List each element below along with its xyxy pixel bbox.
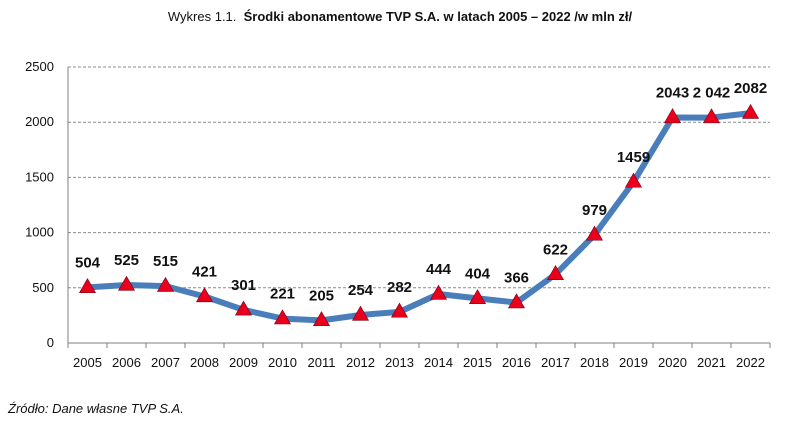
data-label-2017: 622 xyxy=(543,241,568,258)
caption-prefix: Wykres 1.1. xyxy=(167,9,237,24)
source-note: Źródło: Dane własne TVP S.A. xyxy=(8,401,184,416)
x-tick-label-2020: 2020 xyxy=(658,355,687,370)
y-tick-label-1000: 1000 xyxy=(25,225,54,240)
data-point-2005 xyxy=(78,278,97,293)
x-tick-label-2022: 2022 xyxy=(736,355,765,370)
x-tick-label-2009: 2009 xyxy=(229,355,258,370)
x-tick-label-2007: 2007 xyxy=(151,355,180,370)
x-tick-label-2017: 2017 xyxy=(541,355,570,370)
data-point-2006 xyxy=(117,275,136,291)
data-point-2015 xyxy=(468,289,487,305)
x-tick-label-2006: 2006 xyxy=(112,355,141,370)
data-point-2019 xyxy=(624,172,643,188)
data-point-2010 xyxy=(273,309,292,325)
data-label-2014: 444 xyxy=(426,261,452,278)
y-tick-label-0: 0 xyxy=(47,335,54,350)
data-label-2021: 2 042 xyxy=(693,85,731,102)
data-label-2007: 515 xyxy=(153,253,178,270)
data-point-2020 xyxy=(663,108,682,124)
x-tick-label-2016: 2016 xyxy=(502,355,531,370)
data-point-2007 xyxy=(156,276,175,292)
data-point-2018 xyxy=(585,225,604,241)
data-point-2022 xyxy=(741,103,760,119)
x-tick-label-2021: 2021 xyxy=(697,355,726,370)
data-label-2009: 301 xyxy=(231,277,256,294)
data-point-2008 xyxy=(195,287,214,303)
data-label-2019: 1459 xyxy=(617,149,650,166)
x-tick-label-2008: 2008 xyxy=(190,355,219,370)
data-label-2008: 421 xyxy=(192,264,217,281)
data-label-2005: 504 xyxy=(75,254,101,271)
series-line xyxy=(84,110,754,324)
x-tick-label-2012: 2012 xyxy=(346,355,375,370)
x-tick-label-2005: 2005 xyxy=(73,355,102,370)
data-label-2011: 205 xyxy=(309,287,334,304)
data-point-2011 xyxy=(312,311,331,326)
data-label-2013: 282 xyxy=(387,279,412,296)
y-tick-label-1500: 1500 xyxy=(25,169,54,184)
data-label-2015: 404 xyxy=(465,265,491,282)
x-tick-label-2011: 2011 xyxy=(308,355,336,370)
caption-title: Środki abonamentowe TVP S.A. w latach 20… xyxy=(243,9,633,24)
data-label-2006: 525 xyxy=(114,252,139,269)
x-tick-label-2010: 2010 xyxy=(268,355,297,370)
chart-title: Wykres 1.1. Środki abonamentowe TVP S.A.… xyxy=(0,9,800,24)
x-tick-label-2019: 2019 xyxy=(619,355,648,370)
data-label-2020: 2043 xyxy=(656,84,689,101)
data-label-2018: 979 xyxy=(582,202,607,219)
y-tick-label-500: 500 xyxy=(32,280,54,295)
data-point-2012 xyxy=(351,305,370,321)
data-point-2009 xyxy=(234,300,253,316)
data-label-2022: 2082 xyxy=(734,80,767,97)
x-tick-label-2013: 2013 xyxy=(385,355,414,370)
y-tick-label-2500: 2500 xyxy=(25,59,54,74)
data-point-2021 xyxy=(702,108,721,124)
x-tick-label-2018: 2018 xyxy=(580,355,609,370)
data-point-2016 xyxy=(507,293,526,309)
data-point-2013 xyxy=(390,302,409,318)
x-tick-label-2014: 2014 xyxy=(424,355,453,370)
data-point-2017 xyxy=(546,265,565,280)
data-label-2016: 366 xyxy=(504,270,529,287)
data-label-2012: 254 xyxy=(348,282,374,299)
x-tick-label-2015: 2015 xyxy=(463,355,492,370)
y-tick-label-2000: 2000 xyxy=(25,114,54,129)
data-point-2014 xyxy=(429,284,448,300)
data-label-2010: 221 xyxy=(270,286,295,303)
